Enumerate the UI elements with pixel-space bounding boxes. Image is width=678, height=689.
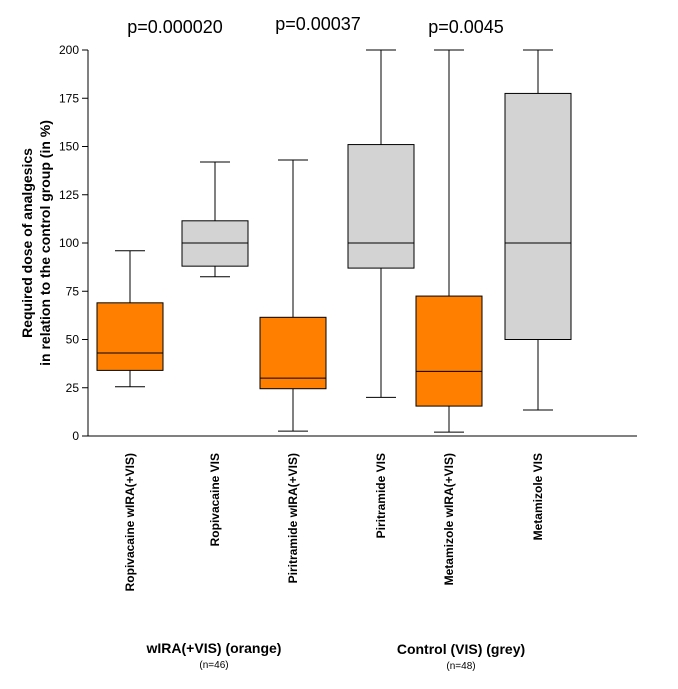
- group-n-control: (n=48): [446, 661, 475, 672]
- box-iqr: [347, 144, 415, 269]
- p-value-piritramide: p=0.00037: [275, 14, 361, 34]
- p-value-ropivacaine: p=0.000020: [127, 17, 223, 37]
- y-axis-label-line1: Required dose of analgesics: [19, 148, 35, 338]
- y-tick-label: 125: [59, 188, 79, 202]
- y-tick-label: 50: [66, 333, 80, 347]
- category-label: Piritramide VIS: [374, 453, 388, 538]
- y-tick-label: 175: [59, 91, 79, 105]
- box-iqr: [504, 92, 572, 340]
- box-3: [347, 49, 415, 398]
- y-axis-label-line2: in relation to the control group (in %): [37, 120, 53, 366]
- category-label: Ropivacaine VIS: [208, 453, 222, 546]
- box-4: [415, 49, 483, 433]
- y-tick-label: 150: [59, 140, 79, 154]
- category-labels: Ropivacaine wIRA(+VIS) Ropivacaine VIS Pir…: [123, 453, 545, 591]
- box-2: [259, 159, 327, 432]
- y-tick-label: 25: [66, 381, 80, 395]
- boxes: [96, 49, 572, 433]
- y-ticks: 0 25 50 75 100 125 150 175 200: [59, 43, 88, 443]
- category-label: Ropivacaine wIRA(+VIS): [123, 453, 137, 591]
- box-iqr: [259, 316, 327, 390]
- y-tick-label: 75: [66, 284, 80, 298]
- category-label: Piritramide wIRA(+VIS): [286, 453, 300, 583]
- box-5: [504, 49, 572, 411]
- p-value-metamizole: p=0.0045: [428, 17, 504, 37]
- group-label-control: Control (VIS) (grey): [397, 641, 525, 657]
- box-iqr: [96, 302, 164, 371]
- y-tick-label: 100: [59, 236, 79, 250]
- category-label: Metamizole VIS: [531, 453, 545, 540]
- y-tick-label: 200: [59, 43, 79, 57]
- box-1: [181, 161, 249, 278]
- box-0: [96, 250, 164, 388]
- y-tick-label: 0: [72, 429, 79, 443]
- group-n-wira: (n=46): [199, 660, 228, 671]
- group-label-wira: wIRA(+VIS) (orange): [146, 640, 282, 656]
- category-label: Metamizole wIRA(+VIS): [442, 453, 456, 585]
- box-iqr: [415, 295, 483, 407]
